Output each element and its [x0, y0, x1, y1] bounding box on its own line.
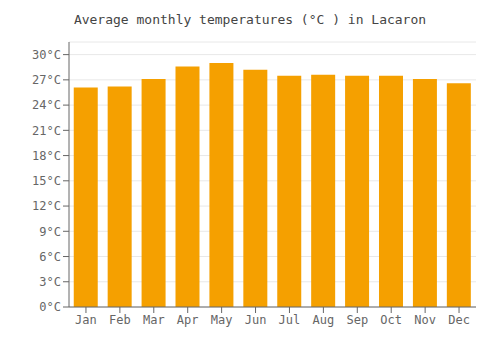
svg-text:Jun: Jun	[245, 313, 267, 327]
svg-text:Mar: Mar	[143, 313, 165, 327]
svg-text:3°C: 3°C	[39, 275, 61, 289]
svg-text:Dec: Dec	[448, 313, 470, 327]
svg-text:9°C: 9°C	[39, 225, 61, 239]
svg-text:Feb: Feb	[109, 313, 131, 327]
svg-text:15°C: 15°C	[32, 174, 61, 188]
svg-text:Apr: Apr	[177, 313, 199, 327]
svg-text:Jul: Jul	[279, 313, 301, 327]
svg-text:30°C: 30°C	[32, 48, 61, 62]
svg-text:18°C: 18°C	[32, 149, 61, 163]
svg-text:Sep: Sep	[346, 313, 368, 327]
svg-text:Aug: Aug	[313, 313, 335, 327]
svg-text:24°C: 24°C	[32, 98, 61, 112]
svg-text:12°C: 12°C	[32, 199, 61, 213]
svg-text:Nov: Nov	[414, 313, 436, 327]
svg-text:May: May	[211, 313, 233, 327]
html-text:Average monthly temperatures (: Average monthly temperatures (°C ) in La…	[73, 12, 427, 27]
svg-text:Jan: Jan	[75, 313, 97, 327]
svg-text:6°C: 6°C	[39, 250, 61, 264]
svg-text:Oct: Oct	[380, 313, 402, 327]
svg-text:0°C: 0°C	[39, 300, 61, 314]
svg-text:21°C: 21°C	[32, 124, 61, 138]
svg-text:27°C: 27°C	[32, 73, 61, 87]
